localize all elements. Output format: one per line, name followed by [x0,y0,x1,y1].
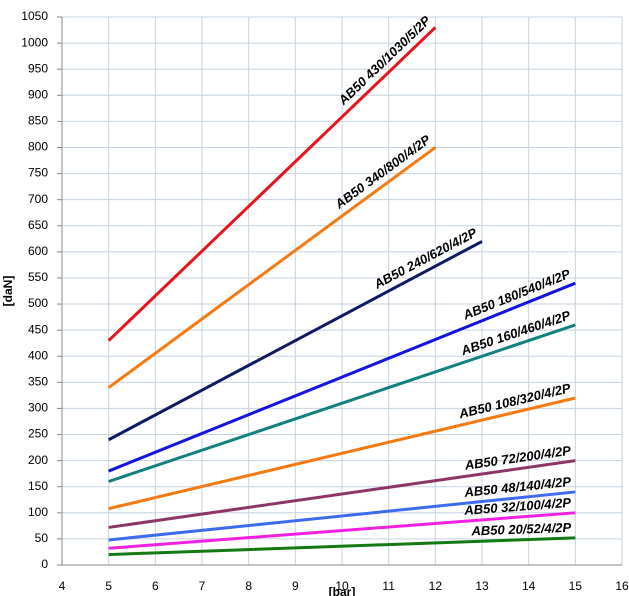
x-tick-label: 10 [335,579,349,593]
x-tick-label: 4 [59,579,66,593]
series-line [108,396,576,511]
x-tick-label: 15 [569,579,583,593]
series-line [108,459,576,529]
y-tick-label: 800 [28,140,48,154]
y-tick-label: 900 [28,87,48,101]
y-tick-label: 1050 [21,9,48,23]
y-tick-label: 400 [28,348,48,362]
y-tick-label: 300 [28,401,48,415]
y-tick-label: 0 [41,557,48,571]
y-tick-label: 450 [28,322,48,336]
y-tick-label: 550 [28,270,48,284]
series-line [108,323,576,483]
y-tick-label: 700 [28,192,48,206]
series-line [107,146,437,389]
series-line [108,281,576,473]
series-line [107,26,437,342]
series-label: AB50 430/1030/5/2P [335,13,434,109]
y-tick-label: 500 [28,296,48,310]
x-tick-label: 16 [615,579,629,593]
y-tick-label: 750 [28,166,48,180]
y-tick-label: 650 [28,218,48,232]
x-tick-label: 11 [382,579,395,593]
x-tick-label: 5 [105,579,112,593]
y-tick-label: 150 [28,479,48,493]
series-label: AB50 108/320/4/2P [456,380,572,421]
y-tick-label: 600 [28,244,48,258]
y-tick-label: 350 [28,375,48,389]
y-tick-label: 100 [28,505,48,519]
series-line [108,490,576,542]
series-line [108,511,576,550]
x-tick-label: 12 [429,579,443,593]
x-tick-label: 8 [245,579,252,593]
x-axis-label: [bar] [329,585,356,596]
x-tick-label: 13 [475,579,489,593]
y-tick-label: 850 [28,114,48,128]
y-tick-label: 250 [28,427,48,441]
y-tick-label: 200 [28,453,48,467]
series-label: AB50 240/620/4/2P [371,225,480,292]
y-tick-label: 950 [28,61,48,75]
x-tick-label: 9 [292,579,299,593]
x-tick-label: 6 [152,579,159,593]
y-tick-label: 50 [35,531,49,545]
series-line [107,240,483,442]
y-tick-label: 1000 [21,35,48,49]
series-label: AB50 20/52/4/2P [470,520,572,539]
series-line [108,536,576,557]
x-tick-label: 14 [522,579,536,593]
y-axis-label: [daN] [1,276,15,307]
x-tick-label: 7 [199,579,206,593]
